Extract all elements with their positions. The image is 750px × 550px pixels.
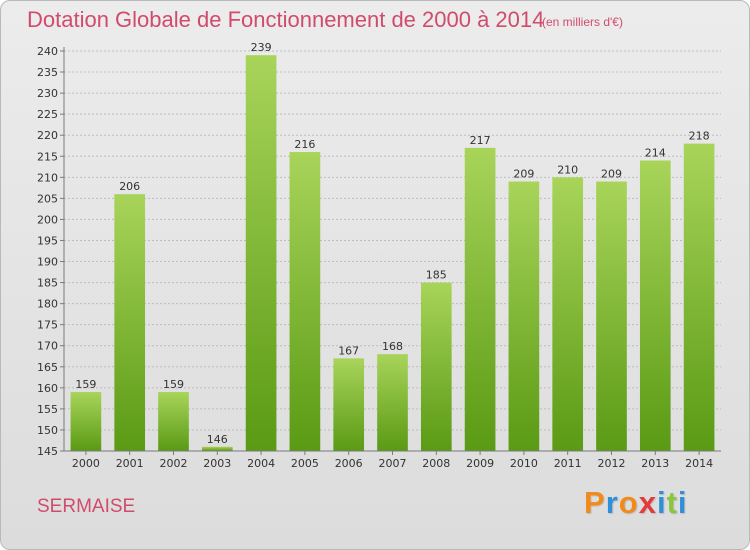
bar-2009 (464, 147, 496, 451)
y-tick-label: 240 (37, 45, 58, 58)
logo-letter: t (666, 485, 678, 520)
chart-title: Dotation Globale de Fonctionnement de 20… (27, 7, 545, 32)
y-tick-label: 145 (37, 445, 58, 458)
y-tick-label: 195 (37, 234, 58, 247)
bar-2002 (158, 392, 189, 451)
data-label: 239 (251, 41, 272, 54)
data-label: 209 (601, 168, 622, 181)
data-label: 217 (470, 134, 491, 147)
logo-letter: r (605, 485, 619, 520)
data-label: 167 (338, 344, 359, 357)
y-tick-label: 220 (37, 129, 58, 142)
x-tick-label: 2008 (422, 457, 450, 470)
x-tick-label: 2006 (335, 457, 363, 470)
bars: 159 206 159 146 239 216 167 168 185 217 209 210 209 2… (70, 41, 715, 452)
logo-letter: i (677, 485, 688, 520)
data-label: 185 (426, 269, 447, 282)
logo-letter: x (638, 485, 657, 520)
x-tick-label: 2001 (116, 457, 144, 470)
y-tick-label: 210 (37, 171, 58, 184)
bar-2004 (245, 55, 277, 452)
y-tick-label: 215 (37, 150, 58, 163)
y-tick-label: 175 (37, 319, 58, 332)
data-label: 218 (689, 130, 710, 143)
data-label: 159 (75, 378, 96, 391)
x-tick-label: 2014 (685, 457, 713, 470)
bar-2014 (683, 143, 715, 451)
y-tick-label: 155 (37, 403, 58, 416)
y-tick-label: 230 (37, 87, 58, 100)
bar-2010 (508, 181, 540, 452)
data-label: 210 (557, 163, 578, 176)
logo-letter: i (656, 485, 667, 520)
bar-2007 (377, 354, 408, 451)
commune-name: SERMAISE (37, 496, 136, 517)
x-tick-label: 2009 (466, 457, 494, 470)
bar-2005 (289, 152, 321, 452)
y-tick-label: 170 (37, 340, 58, 353)
x-tick-label: 2007 (379, 457, 407, 470)
bar-2000 (70, 392, 102, 451)
y-tick-label: 165 (37, 361, 58, 374)
x-tick-label: 2012 (598, 457, 626, 470)
bar-2012 (596, 181, 627, 452)
x-tick-label: 2004 (247, 457, 275, 470)
bar-2001 (114, 194, 146, 451)
y-tick-label: 160 (37, 382, 58, 395)
data-label: 209 (513, 168, 534, 181)
data-label: 168 (382, 340, 403, 353)
y-tick-label: 235 (37, 66, 58, 79)
x-tick-label: 2011 (554, 457, 582, 470)
data-label: 216 (294, 138, 315, 151)
y-tick-label: 190 (37, 256, 58, 269)
y-tick-label: 150 (37, 424, 58, 437)
x-tick-label: 2000 (72, 457, 100, 470)
data-label: 159 (163, 378, 184, 391)
bar-2008 (420, 282, 452, 451)
x-tick-label: 2003 (203, 457, 231, 470)
logo-letter: P (584, 485, 606, 520)
x-tick-label: 2013 (641, 457, 669, 470)
chart-subtitle: (en milliers d'€) (542, 15, 623, 29)
data-label: 214 (645, 146, 666, 159)
y-tick-label: 185 (37, 277, 58, 290)
logo-letter: o (618, 485, 639, 520)
y-tick-label: 180 (37, 298, 58, 311)
bar-2013 (639, 160, 671, 451)
y-tick-label: 225 (37, 108, 58, 121)
x-tick-label: 2010 (510, 457, 538, 470)
proxiti-logo[interactable]: Proxiti (584, 485, 688, 521)
x-tick-label: 2002 (160, 457, 188, 470)
y-tick-label: 200 (37, 213, 58, 226)
y-tick-label: 205 (37, 192, 58, 205)
data-label: 146 (207, 433, 228, 446)
bar-2011 (552, 177, 584, 451)
x-tick-label: 2005 (291, 457, 319, 470)
axes: 145 150 155 160 165 170 175 180 185 190 195 200 205 2… (37, 45, 721, 470)
bar-2003 (201, 446, 233, 451)
data-label: 206 (119, 180, 140, 193)
bar-2006 (333, 358, 365, 451)
